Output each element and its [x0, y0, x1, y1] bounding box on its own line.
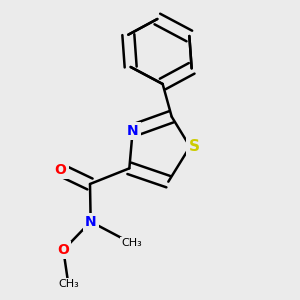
Text: O: O	[55, 163, 67, 177]
Text: S: S	[188, 139, 200, 154]
Text: N: N	[127, 124, 139, 138]
Text: CH₃: CH₃	[58, 279, 79, 289]
Text: N: N	[85, 215, 97, 229]
Text: CH₃: CH₃	[121, 238, 142, 248]
Text: O: O	[57, 243, 69, 257]
